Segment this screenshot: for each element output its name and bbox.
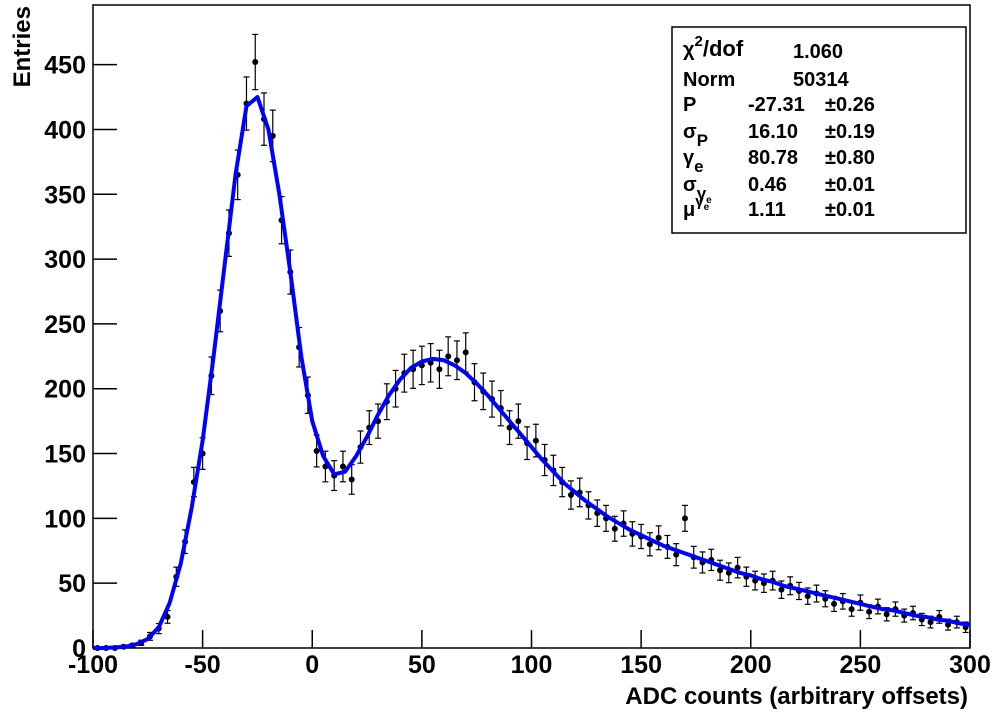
data-point [717, 567, 724, 574]
stat-subscript: e [694, 157, 703, 176]
fit-curve [93, 95, 971, 650]
stat-symbol: σ [683, 174, 697, 196]
stat-name-rest: /dof [703, 36, 744, 61]
data-point [681, 515, 688, 522]
y-tick-label: 50 [58, 570, 86, 598]
stat-name: γe [683, 147, 704, 176]
data-point [515, 418, 522, 425]
data-point [567, 492, 574, 499]
stat-symbol: σ [683, 121, 697, 143]
stat-error: ±0.01 [825, 174, 875, 196]
x-tick-label: 300 [949, 651, 991, 679]
data-point [927, 619, 934, 626]
data-point [453, 357, 460, 364]
data-point [831, 600, 838, 607]
data-point [348, 476, 355, 483]
y-axis-title: Entries [9, 6, 36, 87]
stat-name: σγe [683, 174, 712, 206]
y-tick-label: 450 [44, 52, 86, 80]
x-tick-label: -50 [185, 651, 221, 679]
stat-symbol: P [683, 94, 696, 116]
y-tick-label: 350 [44, 181, 86, 209]
data-point [848, 606, 855, 613]
x-tick-label: 0 [305, 651, 319, 679]
stat-value: 1.11 [748, 199, 786, 221]
stat-name: μγe [683, 193, 710, 221]
y-tick-label: 0 [72, 635, 86, 663]
data-point [673, 551, 680, 558]
data-point [655, 534, 662, 541]
data-point [339, 463, 346, 470]
y-tick-label: 100 [44, 505, 86, 533]
x-tick-label: 200 [730, 651, 772, 679]
stat-error: ±0.26 [825, 94, 875, 116]
stat-value: 0.46 [748, 174, 787, 196]
data-point [883, 611, 890, 618]
stat-value: 50314 [793, 69, 849, 91]
y-tick-label: 400 [44, 116, 86, 144]
stat-value: 1.060 [793, 41, 843, 63]
data-point [506, 424, 513, 431]
data-point [532, 437, 539, 444]
stat-name: χ2/dof [683, 33, 744, 61]
x-tick-label: 50 [408, 651, 436, 679]
stat-value: -27.31 [748, 94, 805, 116]
y-tick-label: 200 [44, 376, 86, 404]
stat-symbol: μ [683, 199, 695, 221]
stat-subscript: P [697, 131, 708, 150]
stat-superscript: 2 [695, 33, 703, 50]
data-point [778, 586, 785, 593]
stat-superscript-sub: e [704, 202, 710, 213]
y-tick-label: 250 [44, 311, 86, 339]
stat-value: 16.10 [748, 121, 798, 143]
stat-error: ±0.19 [825, 121, 875, 143]
data-point [646, 541, 653, 548]
data-point [804, 593, 811, 600]
stat-subscript: γ [697, 184, 707, 203]
stat-name: Norm [683, 69, 735, 91]
stats-box [671, 26, 967, 234]
stat-error: ±0.80 [825, 147, 875, 169]
x-tick-label: -100 [68, 651, 118, 679]
x-tick-label: 250 [840, 651, 882, 679]
y-tick-label: 150 [44, 441, 86, 469]
y-tick-label: 300 [44, 246, 86, 274]
stat-value: 80.78 [748, 147, 798, 169]
x-tick-label: 100 [511, 651, 553, 679]
data-point [436, 366, 443, 373]
x-tick-label: 150 [620, 651, 662, 679]
data-point [611, 525, 618, 532]
data-point [252, 59, 259, 66]
stat-name: σP [683, 121, 708, 150]
data-point [866, 608, 873, 615]
data-point [445, 353, 452, 360]
data-point [734, 564, 741, 571]
x-axis-title: ADC counts (arbitrary offsets) [625, 683, 968, 710]
data-point [313, 447, 320, 454]
stat-symbol: χ [683, 39, 695, 61]
stat-error: ±0.01 [825, 199, 875, 221]
stat-symbol: Norm [683, 69, 735, 91]
stat-superscript: γ [695, 193, 704, 210]
stat-name: P [683, 94, 696, 116]
data-point [462, 349, 469, 356]
stat-subscript-sub: e [706, 195, 712, 206]
stat-symbol: γ [683, 147, 695, 169]
